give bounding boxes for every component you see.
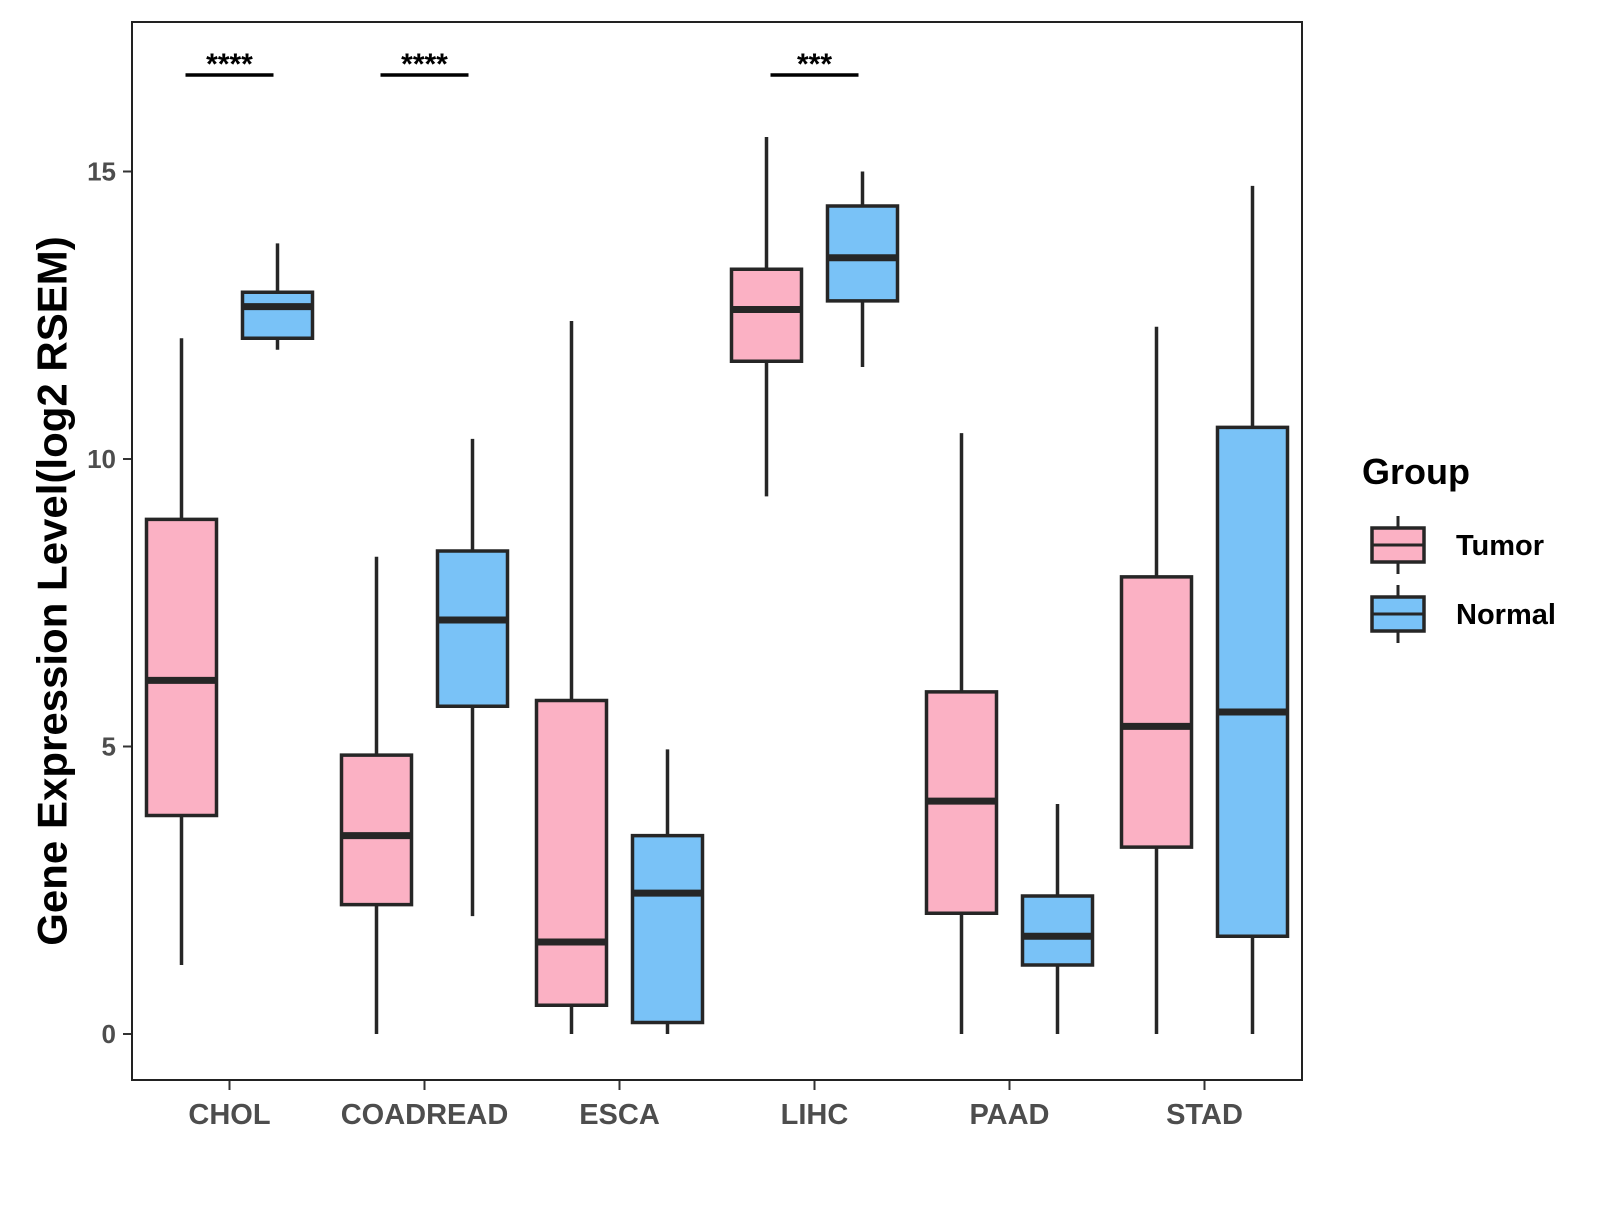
box-tumor-stad — [1119, 326, 1194, 1034]
x-tick-label: LIHC — [781, 1099, 849, 1131]
box-normal-chol — [240, 243, 315, 350]
box-body — [825, 204, 900, 303]
y-tick-label: 15 — [87, 157, 116, 187]
x-tick-label: STAD — [1166, 1099, 1243, 1131]
box-tumor-esca — [534, 321, 609, 1034]
boxes-layer — [144, 137, 1290, 1034]
box-normal-coadread — [435, 438, 510, 917]
box-normal-lihc — [825, 171, 900, 367]
box-body — [534, 698, 609, 1007]
box-body — [630, 833, 705, 1025]
box-tumor-chol — [144, 338, 219, 965]
box-normal-stad — [1215, 185, 1290, 1034]
legend-label: Tumor — [1456, 530, 1544, 562]
box-body — [435, 549, 510, 708]
y-axis-title: Gene Expression Level(log2 RSEM) — [29, 236, 76, 946]
legend: Group Tumor Normal — [1362, 451, 1556, 643]
box-tumor-coadread — [339, 556, 414, 1034]
y-tick-label: 0 — [102, 1019, 116, 1049]
box-normal-esca — [630, 749, 705, 1034]
y-tick-label: 5 — [102, 732, 116, 762]
legend-label: Normal — [1456, 599, 1556, 631]
box-body — [729, 267, 804, 363]
legend-item-normal: Normal — [1370, 585, 1556, 643]
significance-layer: **** **** *** — [185, 48, 859, 81]
x-tick-label: PAAD — [969, 1099, 1049, 1131]
significance-label: *** — [797, 48, 832, 81]
box-normal-paad — [1020, 804, 1095, 1034]
legend-item-tumor: Tumor — [1370, 516, 1544, 574]
box-body — [1020, 894, 1095, 967]
box-body — [1119, 575, 1194, 849]
plot-panel-border — [131, 21, 1303, 1081]
significance-label: **** — [206, 48, 253, 81]
box-tumor-lihc — [729, 137, 804, 497]
x-tick-label: COADREAD — [341, 1099, 509, 1131]
box-body — [339, 753, 414, 907]
box-tumor-paad — [924, 433, 999, 1034]
legend-title: Group — [1362, 451, 1470, 492]
significance-label: **** — [401, 48, 448, 81]
box-body — [240, 290, 315, 340]
box-body — [1215, 425, 1290, 938]
y-tick-label: 10 — [87, 444, 116, 474]
axes-layer: 0 5 10 15 CHOL COADREAD ESCA LIHC PAAD STAD — [87, 157, 1243, 1132]
x-tick-label: ESCA — [579, 1099, 660, 1131]
box-body — [144, 517, 219, 818]
x-tick-label: CHOL — [188, 1099, 270, 1131]
